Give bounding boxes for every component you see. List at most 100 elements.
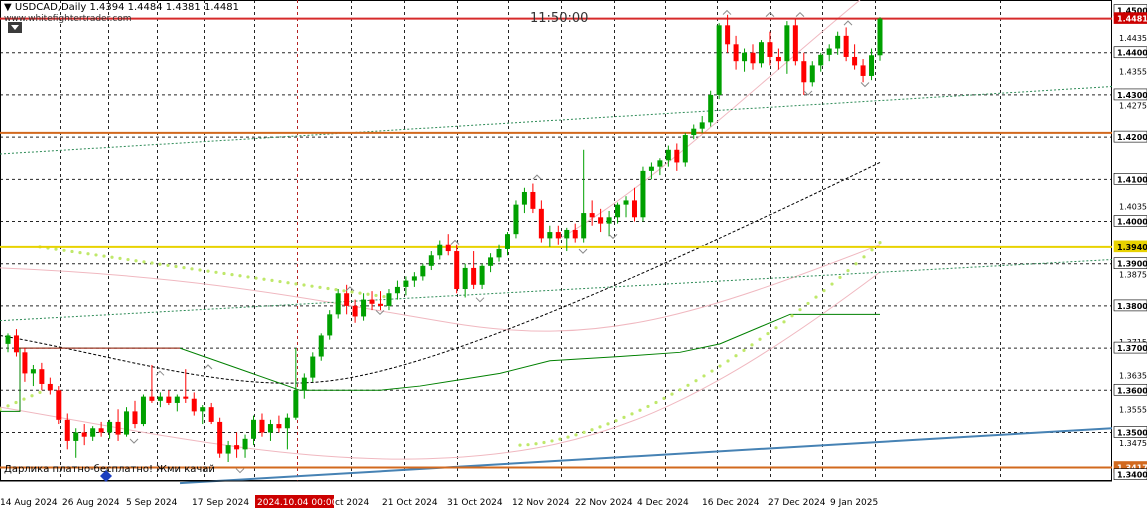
envelope-upper bbox=[0, 244, 881, 332]
parabolic-dots bbox=[0, 241, 882, 447]
candle-body bbox=[835, 35, 841, 49]
moving-average-dashed bbox=[0, 161, 881, 384]
candle-body bbox=[555, 232, 561, 239]
price-tag-label: 1.3417 bbox=[1117, 463, 1147, 472]
parabolic-dot bbox=[606, 422, 610, 426]
y-tick-label: 1.3875 bbox=[1119, 270, 1147, 279]
candle-body bbox=[572, 229, 578, 239]
y-tick-label: 1.3475 bbox=[1119, 439, 1147, 448]
parabolic-dot bbox=[0, 407, 2, 411]
trendline-green-lower bbox=[0, 258, 1113, 322]
candle-body bbox=[107, 421, 113, 433]
x-tick-label: 9 Jan 2025 bbox=[830, 498, 878, 508]
candle-body bbox=[606, 217, 612, 224]
parabolic-dot bbox=[862, 255, 866, 259]
parabolic-dot bbox=[766, 331, 770, 336]
candle-body bbox=[327, 314, 333, 336]
parabolic-dot bbox=[614, 419, 618, 423]
parabolic-dot bbox=[814, 295, 818, 299]
x-tick-label: 12 Nov 2024 bbox=[512, 498, 570, 508]
price-tag-label: 1.3600 bbox=[1117, 386, 1147, 395]
symbol-info: ▼ USDCAD,Daily 1.4394 1.4484 1.4381 1.44… bbox=[4, 2, 239, 13]
price-tag-label: 1.3500 bbox=[1117, 428, 1147, 437]
parabolic-dot bbox=[534, 442, 538, 446]
parabolic-dot bbox=[78, 251, 82, 255]
fractal-arrow-icon bbox=[129, 438, 139, 444]
candle-body bbox=[428, 255, 434, 266]
candle-body bbox=[310, 356, 316, 378]
parabolic-dot bbox=[14, 400, 18, 405]
price-tag-label: 1.4100 bbox=[1117, 175, 1147, 184]
candle-body bbox=[750, 52, 756, 64]
x-tick-label-highlight: 2024.10.04 00:00 bbox=[257, 498, 338, 508]
candle-body bbox=[208, 407, 214, 422]
chart-menu-button[interactable] bbox=[8, 22, 22, 33]
candle-body bbox=[166, 396, 172, 403]
candle-body bbox=[124, 411, 130, 435]
candle-body bbox=[775, 56, 781, 62]
price-tag-label: 1.3800 bbox=[1117, 302, 1147, 311]
fractal-arrow-icon bbox=[795, 11, 805, 18]
parabolic-dot bbox=[646, 404, 650, 409]
candle-body bbox=[852, 56, 858, 66]
candle-body bbox=[22, 352, 28, 374]
fractal-arrow-icon bbox=[860, 82, 870, 88]
parabolic-dot bbox=[550, 439, 554, 443]
candle-body bbox=[183, 396, 189, 399]
price-tag-box bbox=[1113, 88, 1147, 101]
candle-body bbox=[394, 286, 400, 294]
candle-body bbox=[284, 417, 290, 429]
parabolic-dot bbox=[726, 359, 730, 363]
candle-body bbox=[615, 204, 621, 218]
y-tick-label: 1.4275 bbox=[1119, 101, 1147, 110]
candle-body bbox=[276, 424, 282, 429]
parabolic-dot bbox=[638, 408, 642, 412]
price-tag-box bbox=[1113, 46, 1147, 59]
parabolic-dot bbox=[526, 443, 530, 447]
candle-body bbox=[140, 396, 146, 425]
x-tick-label: 5 Sep 2024 bbox=[126, 498, 178, 508]
x-tick-label: ct 2024 bbox=[335, 498, 370, 508]
candle-body bbox=[725, 25, 731, 45]
x-tick-label: 31 Oct 2024 bbox=[447, 498, 503, 508]
dropdown-triangle-icon[interactable]: ▼ bbox=[4, 2, 12, 13]
parabolic-dot bbox=[662, 396, 666, 400]
parabolic-dot bbox=[718, 364, 722, 368]
candle-body bbox=[665, 149, 671, 161]
candle-body bbox=[860, 65, 866, 76]
candle-body bbox=[869, 55, 875, 76]
parabolic-dot bbox=[206, 269, 210, 273]
candle-body bbox=[132, 411, 138, 425]
parabolic-dot bbox=[830, 282, 834, 286]
price-tag-box bbox=[1113, 468, 1147, 480]
candle-body bbox=[386, 293, 392, 306]
candle-body bbox=[631, 200, 637, 218]
parabolic-dot bbox=[198, 268, 202, 272]
candle-body bbox=[81, 432, 87, 437]
y-tick-label: 1.4035 bbox=[1119, 203, 1147, 212]
parabolic-dot bbox=[254, 276, 258, 280]
price-tag-label: 1.3900 bbox=[1117, 260, 1147, 269]
parabolic-dot bbox=[150, 261, 154, 265]
candle-body bbox=[267, 424, 273, 433]
fractal-arrow-icon bbox=[475, 297, 485, 303]
parabolic-dot bbox=[302, 283, 306, 287]
candle-body bbox=[784, 25, 790, 62]
candle-body bbox=[564, 229, 570, 239]
ohlc-values: 1.4394 1.4484 1.4381 1.4481 bbox=[89, 2, 239, 13]
parabolic-dot bbox=[286, 281, 290, 285]
parabolic-dot bbox=[758, 337, 762, 341]
parabolic-dot bbox=[870, 248, 874, 252]
candle-body bbox=[598, 217, 604, 224]
parabolic-dot bbox=[86, 252, 90, 256]
price-tag-label: 1.3700 bbox=[1117, 344, 1147, 353]
candle-body bbox=[479, 265, 485, 285]
parabolic-dot bbox=[686, 383, 690, 387]
parabolic-dot bbox=[558, 437, 562, 441]
candle-body bbox=[200, 407, 206, 412]
price-tag-box bbox=[1113, 426, 1147, 438]
fractal-arrow-icon bbox=[155, 370, 165, 376]
bottom-note: Дарлика платно-бесплатно! Жми качай bbox=[4, 464, 215, 475]
